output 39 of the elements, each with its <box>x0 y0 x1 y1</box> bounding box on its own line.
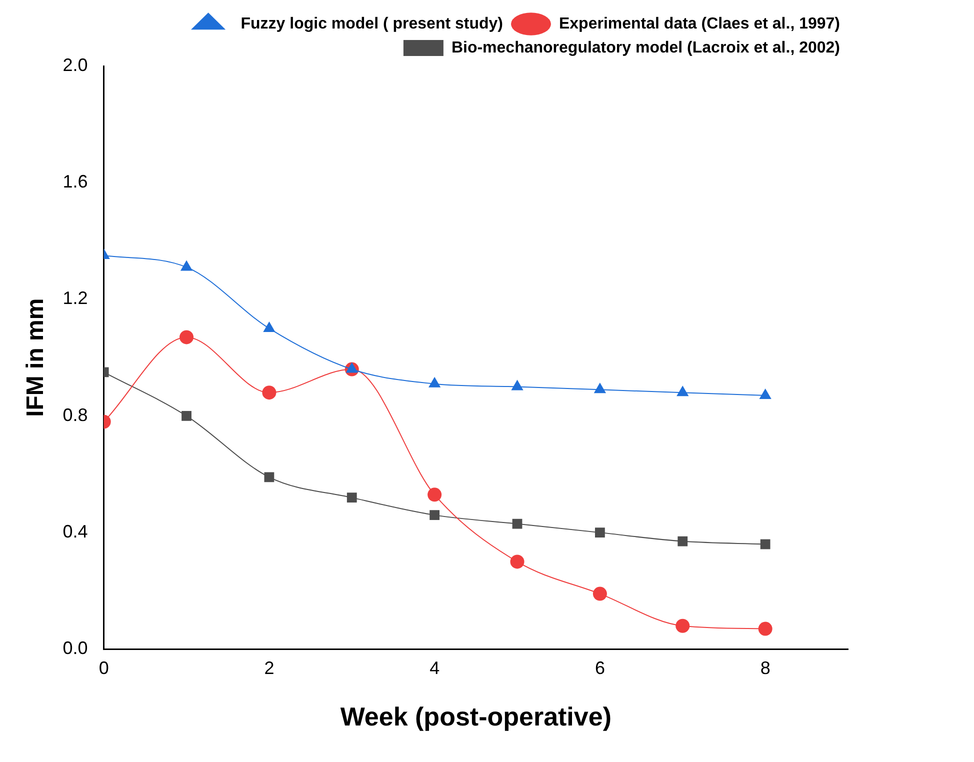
point <box>428 376 441 388</box>
y-tick-label: 1.6 <box>62 172 88 192</box>
y-tick-label: 0.0 <box>62 638 88 658</box>
x-tick-label: 6 <box>594 658 605 678</box>
legend-label: Bio-mechanoregulatory model (Lacroix et al., 2002) <box>451 39 840 56</box>
y-tick-label: 1.2 <box>62 288 88 308</box>
point <box>759 388 772 400</box>
point <box>264 472 274 482</box>
legend-label: Experimental data (Claes et al., 1997) <box>558 15 840 32</box>
point <box>263 321 276 332</box>
point <box>346 492 357 503</box>
point <box>510 554 524 569</box>
point <box>511 380 524 390</box>
point <box>592 586 607 601</box>
y-axis-title: IFM in mm <box>22 298 50 417</box>
point <box>180 330 194 344</box>
point <box>594 528 605 538</box>
point <box>430 510 440 520</box>
point <box>346 362 358 373</box>
point <box>262 386 276 400</box>
point <box>428 488 442 502</box>
point <box>758 622 772 636</box>
y-tick-label: 2.0 <box>62 54 88 75</box>
x-tick-label: 0 <box>98 658 109 678</box>
point <box>760 539 770 550</box>
point <box>594 382 606 394</box>
y-tick-label: 0.4 <box>62 522 88 542</box>
point <box>512 518 522 529</box>
point <box>676 386 689 396</box>
legend-label: Fuzzy logic model ( present study) <box>236 15 503 32</box>
y-tick-label: 0.8 <box>62 404 88 425</box>
point <box>676 618 690 633</box>
x-tick-label: 2 <box>264 658 274 678</box>
x-axis-title: Week (post-operative) <box>340 702 612 732</box>
point <box>182 410 192 421</box>
x-tick-label: 8 <box>760 658 770 678</box>
point <box>180 260 193 271</box>
x-tick-label: 4 <box>430 658 440 678</box>
point <box>678 536 688 546</box>
